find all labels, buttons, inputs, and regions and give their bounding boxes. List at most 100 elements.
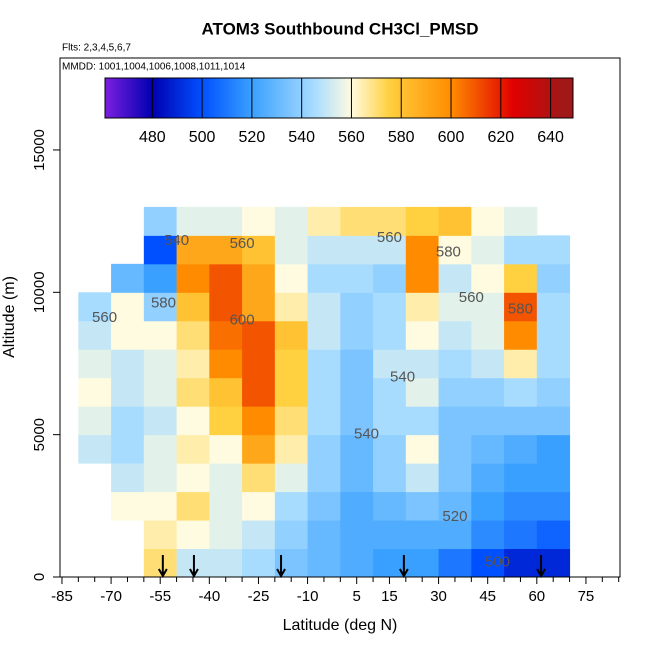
contour-label: 500 <box>485 554 510 571</box>
contour-label: 560 <box>377 229 402 246</box>
heat-cell <box>340 406 374 436</box>
heat-cell <box>111 491 145 521</box>
heat-cell <box>143 292 178 322</box>
chart-title: ATOM3 Southbound CH3Cl_PMSD <box>201 19 478 38</box>
heat-cell <box>340 263 374 293</box>
heat-cell <box>143 320 178 350</box>
x-tick-label: 30 <box>430 588 447 605</box>
colorbar-tick-label: 520 <box>239 129 266 146</box>
heat-cell <box>504 349 538 379</box>
profile-arrow <box>398 555 409 579</box>
heat-cell <box>438 434 472 464</box>
contour-label: 540 <box>390 369 415 386</box>
annotation: Flts: 2,3,4,5,6,7 <box>62 43 131 54</box>
heat-cell <box>143 235 178 265</box>
heat-cell <box>504 406 538 436</box>
heat-cell <box>471 548 505 577</box>
heat-cell <box>405 520 440 550</box>
heat-cell <box>111 263 145 293</box>
heat-cell <box>242 463 276 493</box>
heat-cell <box>471 434 505 464</box>
heat-cell <box>242 320 276 350</box>
y-tick-label: 10000 <box>31 271 48 313</box>
heat-cell <box>307 463 341 493</box>
contour-label: 520 <box>442 508 467 525</box>
colorbar-tick-label: 580 <box>388 129 415 146</box>
heat-cell <box>405 235 440 265</box>
heat-cell <box>209 263 243 293</box>
colorbar-tick-label: 540 <box>288 129 315 146</box>
heat-cell <box>405 349 440 379</box>
colorbar-tick-label: 640 <box>537 129 564 146</box>
annotation: MMDD: 1001,1004,1006,1008,1011,1014 <box>62 62 246 73</box>
heat-cell <box>78 406 112 436</box>
heat-cell <box>340 292 374 322</box>
heat-cell <box>405 406 440 436</box>
heat-cell <box>242 263 276 293</box>
x-tick-label: 5 <box>353 588 361 605</box>
heat-cell <box>373 349 407 379</box>
heat-cell <box>504 206 538 236</box>
heat-cell <box>176 349 210 379</box>
heat-cell <box>471 320 505 350</box>
heat-cell <box>340 349 374 379</box>
heat-cell <box>307 434 341 464</box>
heat-cell <box>274 263 309 293</box>
heat-cell <box>438 548 472 577</box>
heat-cell <box>438 349 472 379</box>
heat-cell <box>536 320 571 350</box>
heat-cell <box>438 520 472 550</box>
heat-cell <box>111 320 145 350</box>
heat-cell <box>536 235 571 265</box>
heat-cell <box>143 377 178 407</box>
heat-cell <box>536 406 571 436</box>
heat-cell <box>143 434 178 464</box>
heat-cell <box>176 206 210 236</box>
x-tick-label: -40 <box>198 588 220 605</box>
heat-cell <box>405 548 440 577</box>
heat-cell <box>111 406 145 436</box>
heat-cell <box>209 434 243 464</box>
x-axis-label: Latitude (deg N) <box>283 617 398 634</box>
heat-cell <box>274 434 309 464</box>
heat-cell <box>471 292 505 322</box>
x-tick-label: -70 <box>100 588 122 605</box>
heat-cell <box>438 292 472 322</box>
heat-cell <box>373 520 407 550</box>
heat-cell <box>373 406 407 436</box>
heat-cell <box>242 548 276 577</box>
heat-cell <box>209 292 243 322</box>
heat-cell <box>111 377 145 407</box>
heat-cell <box>274 292 309 322</box>
contour-label: 560 <box>459 289 484 306</box>
heat-cell <box>242 235 276 265</box>
heat-cell <box>340 235 374 265</box>
heat-cell <box>209 406 243 436</box>
heat-cell <box>176 320 210 350</box>
heat-cell <box>471 520 505 550</box>
heat-cell <box>504 320 538 350</box>
heat-cell <box>438 463 472 493</box>
heat-cell <box>373 320 407 350</box>
heat-cell <box>536 463 571 493</box>
heat-cell <box>209 491 243 521</box>
heat-cell <box>471 406 505 436</box>
colorbar-tick-label: 500 <box>189 129 216 146</box>
heat-cell <box>307 320 341 350</box>
heat-cell <box>176 263 210 293</box>
heat-cell <box>340 377 374 407</box>
heat-cell <box>504 377 538 407</box>
heat-cell <box>242 349 276 379</box>
heat-cell <box>176 292 210 322</box>
heat-cell <box>242 520 276 550</box>
heat-cell <box>307 263 341 293</box>
heat-cell <box>78 349 112 379</box>
x-tick-label: 45 <box>479 588 496 605</box>
x-tick-label: 15 <box>381 588 398 605</box>
heat-cell <box>176 520 210 550</box>
heat-cell <box>504 292 538 322</box>
y-tick-label: 0 <box>31 573 48 581</box>
heat-cell <box>242 491 276 521</box>
y-tick-label: 15000 <box>31 129 48 171</box>
